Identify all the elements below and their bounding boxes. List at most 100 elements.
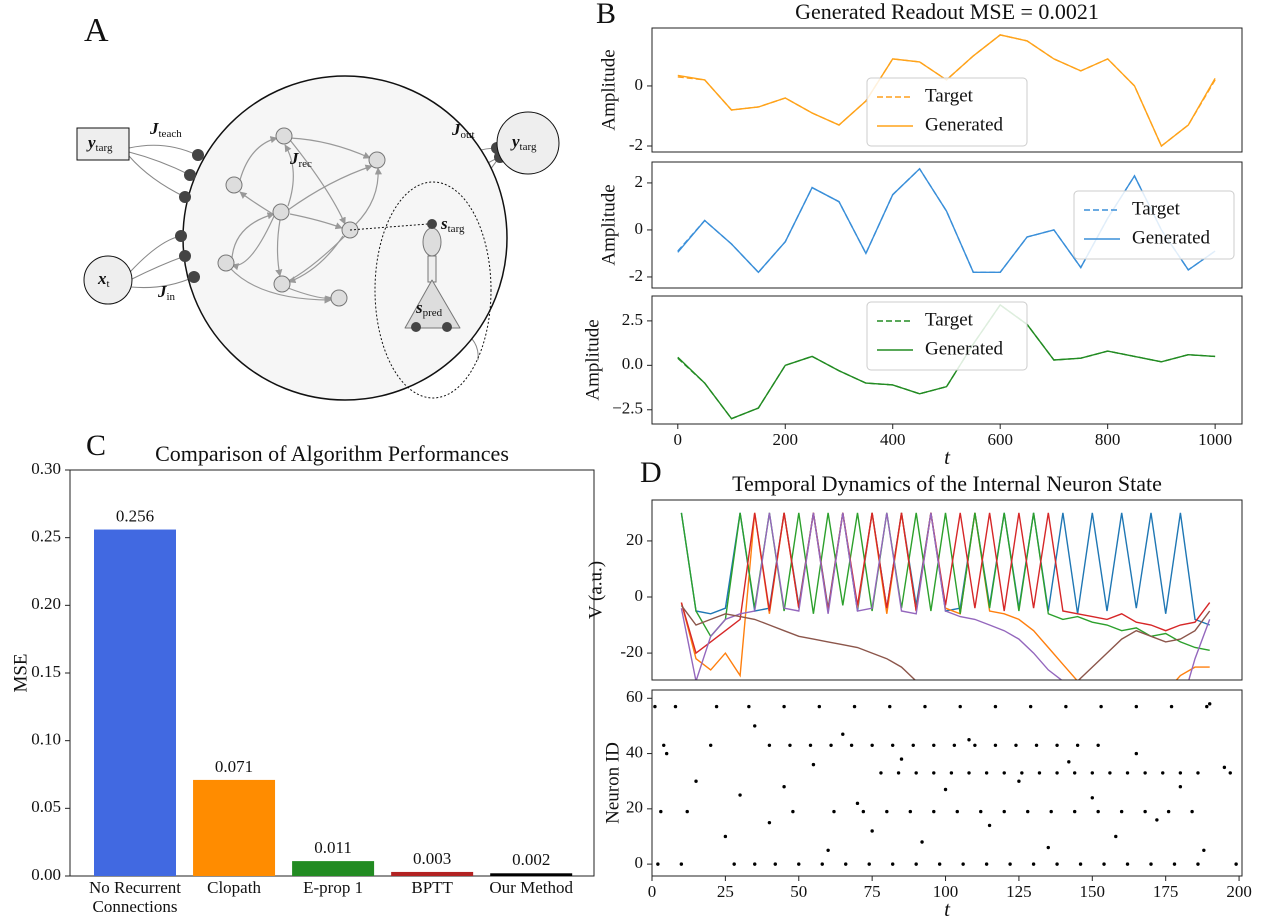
spike-dot bbox=[753, 724, 757, 728]
y-tick-label: 20 bbox=[626, 530, 643, 549]
legend-box bbox=[866, 77, 1028, 147]
spike-dot bbox=[723, 834, 728, 839]
spike-dot bbox=[885, 809, 889, 814]
x-tick-label: 0 bbox=[648, 882, 657, 901]
spike-dot bbox=[955, 809, 959, 814]
chart-title: Generated Readout MSE = 0.0021 bbox=[795, 0, 1099, 24]
spike-dot bbox=[653, 704, 657, 709]
spike-dot bbox=[709, 743, 713, 747]
y-tick-label: 40 bbox=[626, 742, 643, 761]
x-tick-label: E-prop 1 bbox=[303, 878, 364, 897]
spike-dot bbox=[1090, 796, 1094, 800]
spike-dot bbox=[1119, 809, 1124, 814]
axes-frame bbox=[651, 27, 1243, 153]
spike-dot bbox=[841, 732, 845, 736]
spike-dot bbox=[896, 771, 901, 775]
spike-dot bbox=[832, 809, 836, 814]
y-tick-label: 0 bbox=[635, 853, 644, 872]
spike-dot bbox=[890, 743, 895, 747]
spike-dot bbox=[1108, 771, 1112, 775]
plot-area bbox=[653, 702, 1238, 866]
x-tick-label-box: Clopath bbox=[207, 878, 261, 897]
legend-box bbox=[1073, 190, 1235, 260]
spike-dot bbox=[937, 862, 942, 866]
diagram-label: ytarg bbox=[510, 132, 537, 153]
spike-dot bbox=[1034, 743, 1039, 747]
spike-dot bbox=[1114, 834, 1118, 839]
spike-dot bbox=[685, 809, 689, 814]
value-label: 0.011 bbox=[314, 838, 352, 857]
spike-dot bbox=[1172, 862, 1177, 866]
x-tick-label: 800 bbox=[1095, 430, 1121, 449]
value-label: 0.002 bbox=[512, 850, 550, 869]
spike-dot bbox=[911, 743, 915, 747]
x-tick-label: 150 bbox=[1080, 882, 1106, 901]
spike-dot bbox=[1075, 743, 1080, 747]
spike-dot bbox=[1067, 760, 1071, 764]
bar bbox=[490, 873, 573, 876]
spike-dot bbox=[949, 771, 954, 775]
spike-dot bbox=[829, 743, 833, 747]
bar bbox=[94, 529, 176, 876]
spike-dot bbox=[1125, 862, 1130, 866]
y-tick-label: -2 bbox=[629, 135, 643, 154]
diagram-label: xt bbox=[97, 269, 110, 290]
x-tick-label-box: BPTT bbox=[411, 878, 453, 897]
legend-label: Generated bbox=[925, 338, 1004, 359]
y-axis-label: Neuron ID bbox=[602, 742, 623, 824]
y-tick-label: 0.15 bbox=[31, 662, 61, 681]
spike-dot bbox=[923, 704, 927, 709]
y-tick-label: 2.5 bbox=[622, 310, 643, 329]
spike-dot bbox=[993, 743, 998, 747]
plot-area bbox=[677, 303, 1216, 420]
spike-dot bbox=[967, 771, 971, 775]
axes-frame bbox=[651, 689, 1243, 877]
spike-dot bbox=[920, 840, 924, 844]
legend-label: Target bbox=[925, 85, 974, 106]
spike-dot bbox=[820, 862, 824, 866]
spike-dot bbox=[1202, 848, 1206, 852]
y-tick-label: 0 bbox=[635, 219, 644, 238]
spike-dot bbox=[987, 823, 992, 828]
spike-dot bbox=[932, 743, 936, 747]
spike-dot bbox=[861, 809, 866, 814]
spike-dot bbox=[879, 771, 883, 775]
series-line bbox=[680, 604, 1211, 680]
spike-dot bbox=[1028, 704, 1033, 709]
diagram-label: spred bbox=[415, 298, 443, 319]
x-tick-label: 75 bbox=[864, 882, 881, 901]
x-tick-label: 1000 bbox=[1198, 430, 1232, 449]
y-tick-label: 0 bbox=[635, 75, 644, 94]
y-tick-label: 0.05 bbox=[31, 797, 61, 816]
y-tick-label: 0.20 bbox=[31, 594, 61, 613]
chart-title: Comparison of Algorithm Performances bbox=[155, 441, 509, 466]
spike-dot bbox=[1014, 743, 1018, 747]
spike-dot bbox=[1102, 862, 1106, 866]
spike-dot bbox=[888, 704, 892, 709]
spike-dot bbox=[870, 743, 874, 747]
spike-dot bbox=[1178, 771, 1183, 775]
legend-label: Target bbox=[925, 309, 974, 330]
x-tick-label: BPTT bbox=[411, 878, 453, 897]
value-label: 0.003 bbox=[413, 849, 451, 868]
spike-dot bbox=[1049, 809, 1053, 814]
spike-dot bbox=[1228, 771, 1232, 775]
spike-dot bbox=[1134, 751, 1139, 756]
panel-label: A bbox=[84, 12, 109, 49]
spike-dot bbox=[714, 704, 719, 709]
axes-frame bbox=[651, 161, 1243, 289]
spike-dot bbox=[973, 743, 977, 747]
diagram-label: Jrec bbox=[289, 149, 312, 170]
spike-dot bbox=[1099, 704, 1103, 709]
spike-dot bbox=[732, 862, 736, 866]
spike-dot bbox=[984, 771, 989, 775]
spike-dot bbox=[1046, 845, 1050, 850]
spike-dot bbox=[961, 862, 965, 866]
y-axis-label: Amplitude bbox=[582, 319, 603, 400]
x-tick-label-box: E-prop 1 bbox=[303, 878, 364, 897]
diagram-label: Jout bbox=[451, 120, 475, 141]
spike-dot bbox=[1002, 771, 1006, 775]
spike-dot bbox=[1166, 809, 1171, 814]
